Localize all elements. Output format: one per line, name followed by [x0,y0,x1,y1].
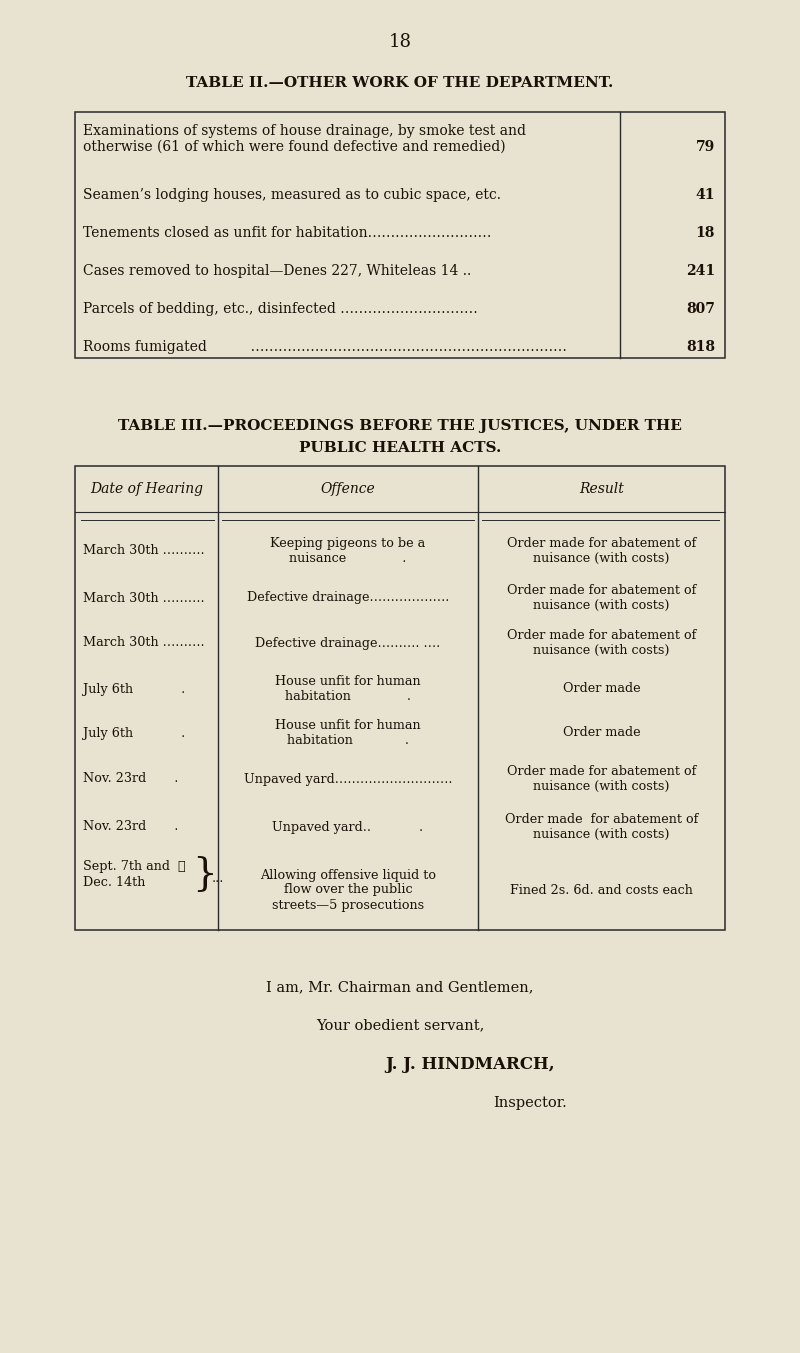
Text: Order made: Order made [562,727,640,740]
Text: 79: 79 [696,139,715,154]
Text: Defective drainage………. ….: Defective drainage………. …. [255,636,441,649]
Text: TABLE III.—PROCEEDINGS BEFORE THE JUSTICES, UNDER THE: TABLE III.—PROCEEDINGS BEFORE THE JUSTIC… [118,419,682,433]
Text: Order made for abatement of: Order made for abatement of [507,537,696,551]
Text: habitation              .: habitation . [285,690,411,704]
Text: }: } [192,856,217,893]
Text: Offence: Offence [321,482,375,497]
Text: Date of Hearing: Date of Hearing [90,482,203,497]
Text: Sept. 7th and  ⎯: Sept. 7th and ⎯ [83,861,186,873]
Text: otherwise (61 of which were found defective and remedied): otherwise (61 of which were found defect… [83,139,506,154]
Bar [75,465,725,930]
Text: Allowing offensive liquid to: Allowing offensive liquid to [260,869,436,882]
Text: Parcels of bedding, etc., disinfected …………………………: Parcels of bedding, etc., disinfected ……… [83,302,530,317]
Text: Keeping pigeons to be a: Keeping pigeons to be a [270,537,426,551]
Text: House unfit for human: House unfit for human [275,718,421,732]
Text: I am, Mr. Chairman and Gentlemen,: I am, Mr. Chairman and Gentlemen, [266,980,534,994]
Text: Cases removed to hospital—Denes 227, Whiteleas 14 ..: Cases removed to hospital—Denes 227, Whi… [83,264,533,277]
Bar [75,112,725,359]
Text: 18: 18 [389,32,411,51]
Text: flow over the public: flow over the public [284,884,412,897]
Text: Order made for abatement of: Order made for abatement of [507,629,696,643]
Text: March 30th ……….: March 30th ………. [83,591,205,605]
Text: TABLE II.—OTHER WORK OF THE DEPARTMENT.: TABLE II.—OTHER WORK OF THE DEPARTMENT. [186,76,614,91]
Text: Nov. 23rd       .: Nov. 23rd . [83,820,178,833]
Text: Nov. 23rd       .: Nov. 23rd . [83,773,178,786]
Text: March 30th ……….: March 30th ………. [83,636,205,649]
Text: House unfit for human: House unfit for human [275,675,421,687]
Text: nuisance (with costs): nuisance (with costs) [534,644,670,658]
Text: 18: 18 [696,226,715,239]
Text: 818: 818 [686,340,715,354]
Text: Order made: Order made [562,682,640,695]
Text: habitation             .: habitation . [287,733,409,747]
Text: Examinations of systems of house drainage, by smoke test and: Examinations of systems of house drainag… [83,124,526,138]
Text: Defective drainage……………….: Defective drainage………………. [247,591,449,605]
Text: 241: 241 [686,264,715,277]
Text: Result: Result [579,482,624,497]
Text: nuisance (with costs): nuisance (with costs) [534,779,670,793]
Text: 807: 807 [686,302,715,317]
Text: Fined 2s. 6d. and costs each: Fined 2s. 6d. and costs each [510,884,693,897]
Text: Order made  for abatement of: Order made for abatement of [505,813,698,825]
Text: nuisance              .: nuisance . [290,552,406,566]
Text: Order made for abatement of: Order made for abatement of [507,764,696,778]
Text: March 30th ……….: March 30th ………. [83,544,205,557]
Text: July 6th            .: July 6th . [83,727,186,740]
Text: nuisance (with costs): nuisance (with costs) [534,828,670,842]
Text: Rooms fumigated          ……………………………………………………………: Rooms fumigated …………………………………………………………… [83,340,567,354]
Text: nuisance (with costs): nuisance (with costs) [534,552,670,566]
Text: July 6th            .: July 6th . [83,682,186,695]
Text: Inspector.: Inspector. [493,1096,567,1109]
Text: 41: 41 [695,188,715,202]
Text: streets—5 prosecutions: streets—5 prosecutions [272,898,424,912]
Text: Seamen’s lodging houses, measured as to cubic space, etc.: Seamen’s lodging houses, measured as to … [83,188,566,202]
Text: Dec. 14th: Dec. 14th [83,875,146,889]
Text: Your obedient servant,: Your obedient servant, [316,1017,484,1032]
Text: Order made for abatement of: Order made for abatement of [507,584,696,597]
Text: nuisance (with costs): nuisance (with costs) [534,599,670,612]
Text: ...: ... [212,871,224,885]
Text: Unpaved yard..            .: Unpaved yard.. . [273,820,423,833]
Text: PUBLIC HEALTH ACTS.: PUBLIC HEALTH ACTS. [299,441,501,455]
Text: Unpaved yard……………………….: Unpaved yard………………………. [244,773,452,786]
Text: Tenements closed as unfit for habitation………………………: Tenements closed as unfit for habitation… [83,226,553,239]
Text: J. J. HINDMARCH,: J. J. HINDMARCH, [385,1055,555,1073]
